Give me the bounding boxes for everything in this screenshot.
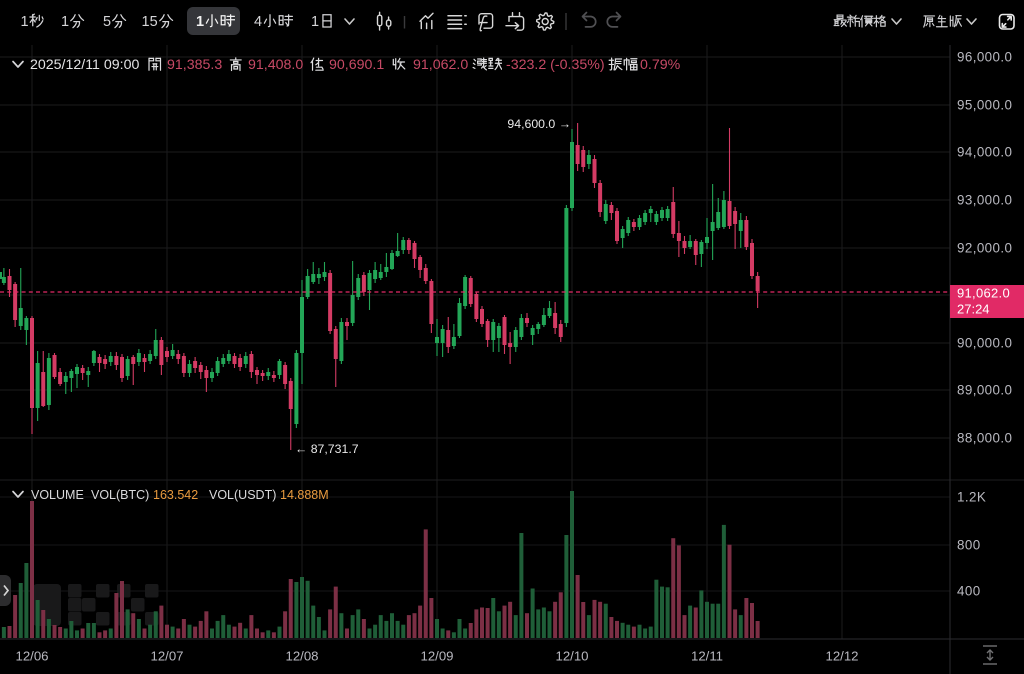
svg-text:12/09: 12/09 [420,649,453,664]
svg-text:12/12: 12/12 [825,649,858,664]
svg-text:VOLUME: VOLUME [31,488,84,502]
svg-text:27:24: 27:24 [957,302,990,317]
svg-text:91,062.0: 91,062.0 [957,286,1010,301]
svg-text:163.542: 163.542 [153,488,198,502]
svg-text:95,000.0: 95,000.0 [957,98,1012,113]
svg-text:2025/12/11 09:00: 2025/12/11 09:00 [30,57,140,73]
svg-text:1: 1 [311,14,319,30]
svg-text:12/07: 12/07 [150,649,183,664]
svg-text:94,600.0 →: 94,600.0 → [507,117,571,131]
svg-text:91,062.0: 91,062.0 [413,57,468,73]
svg-text:12/10: 12/10 [555,649,588,664]
svg-text:91,408.0: 91,408.0 [248,57,303,73]
svg-text:← 87,731.7: ← 87,731.7 [295,442,359,456]
svg-text:4: 4 [254,14,262,30]
svg-text:12/11: 12/11 [691,649,723,664]
svg-text:800: 800 [957,538,981,553]
svg-text:91,385.3: 91,385.3 [167,57,222,73]
svg-text:92,000.0: 92,000.0 [957,241,1012,256]
svg-text:1: 1 [21,14,29,30]
svg-text:0.79%: 0.79% [640,57,681,73]
svg-text:12/08: 12/08 [285,649,318,664]
svg-text:89,000.0: 89,000.0 [957,383,1012,398]
svg-text:1: 1 [196,14,204,30]
svg-text:1.2K: 1.2K [957,490,986,505]
svg-text:90,000.0: 90,000.0 [957,336,1012,351]
svg-text:400: 400 [957,584,981,599]
svg-text:88,000.0: 88,000.0 [957,431,1012,446]
svg-text:90,690.1: 90,690.1 [329,57,384,73]
svg-text:VOL(USDT): VOL(USDT) [209,488,276,502]
svg-text:14.888M: 14.888M [280,488,329,502]
svg-text:96,000.0: 96,000.0 [957,50,1012,65]
svg-text:5: 5 [103,14,111,30]
svg-text:-323.2 (-0.35%): -323.2 (-0.35%) [506,57,605,73]
svg-text:12/06: 12/06 [15,649,48,664]
svg-text:94,000.0: 94,000.0 [957,145,1012,160]
svg-text:VOL(BTC): VOL(BTC) [91,488,149,502]
svg-text:1: 1 [61,14,69,30]
svg-text:15: 15 [142,14,158,30]
svg-text:93,000.0: 93,000.0 [957,193,1012,208]
